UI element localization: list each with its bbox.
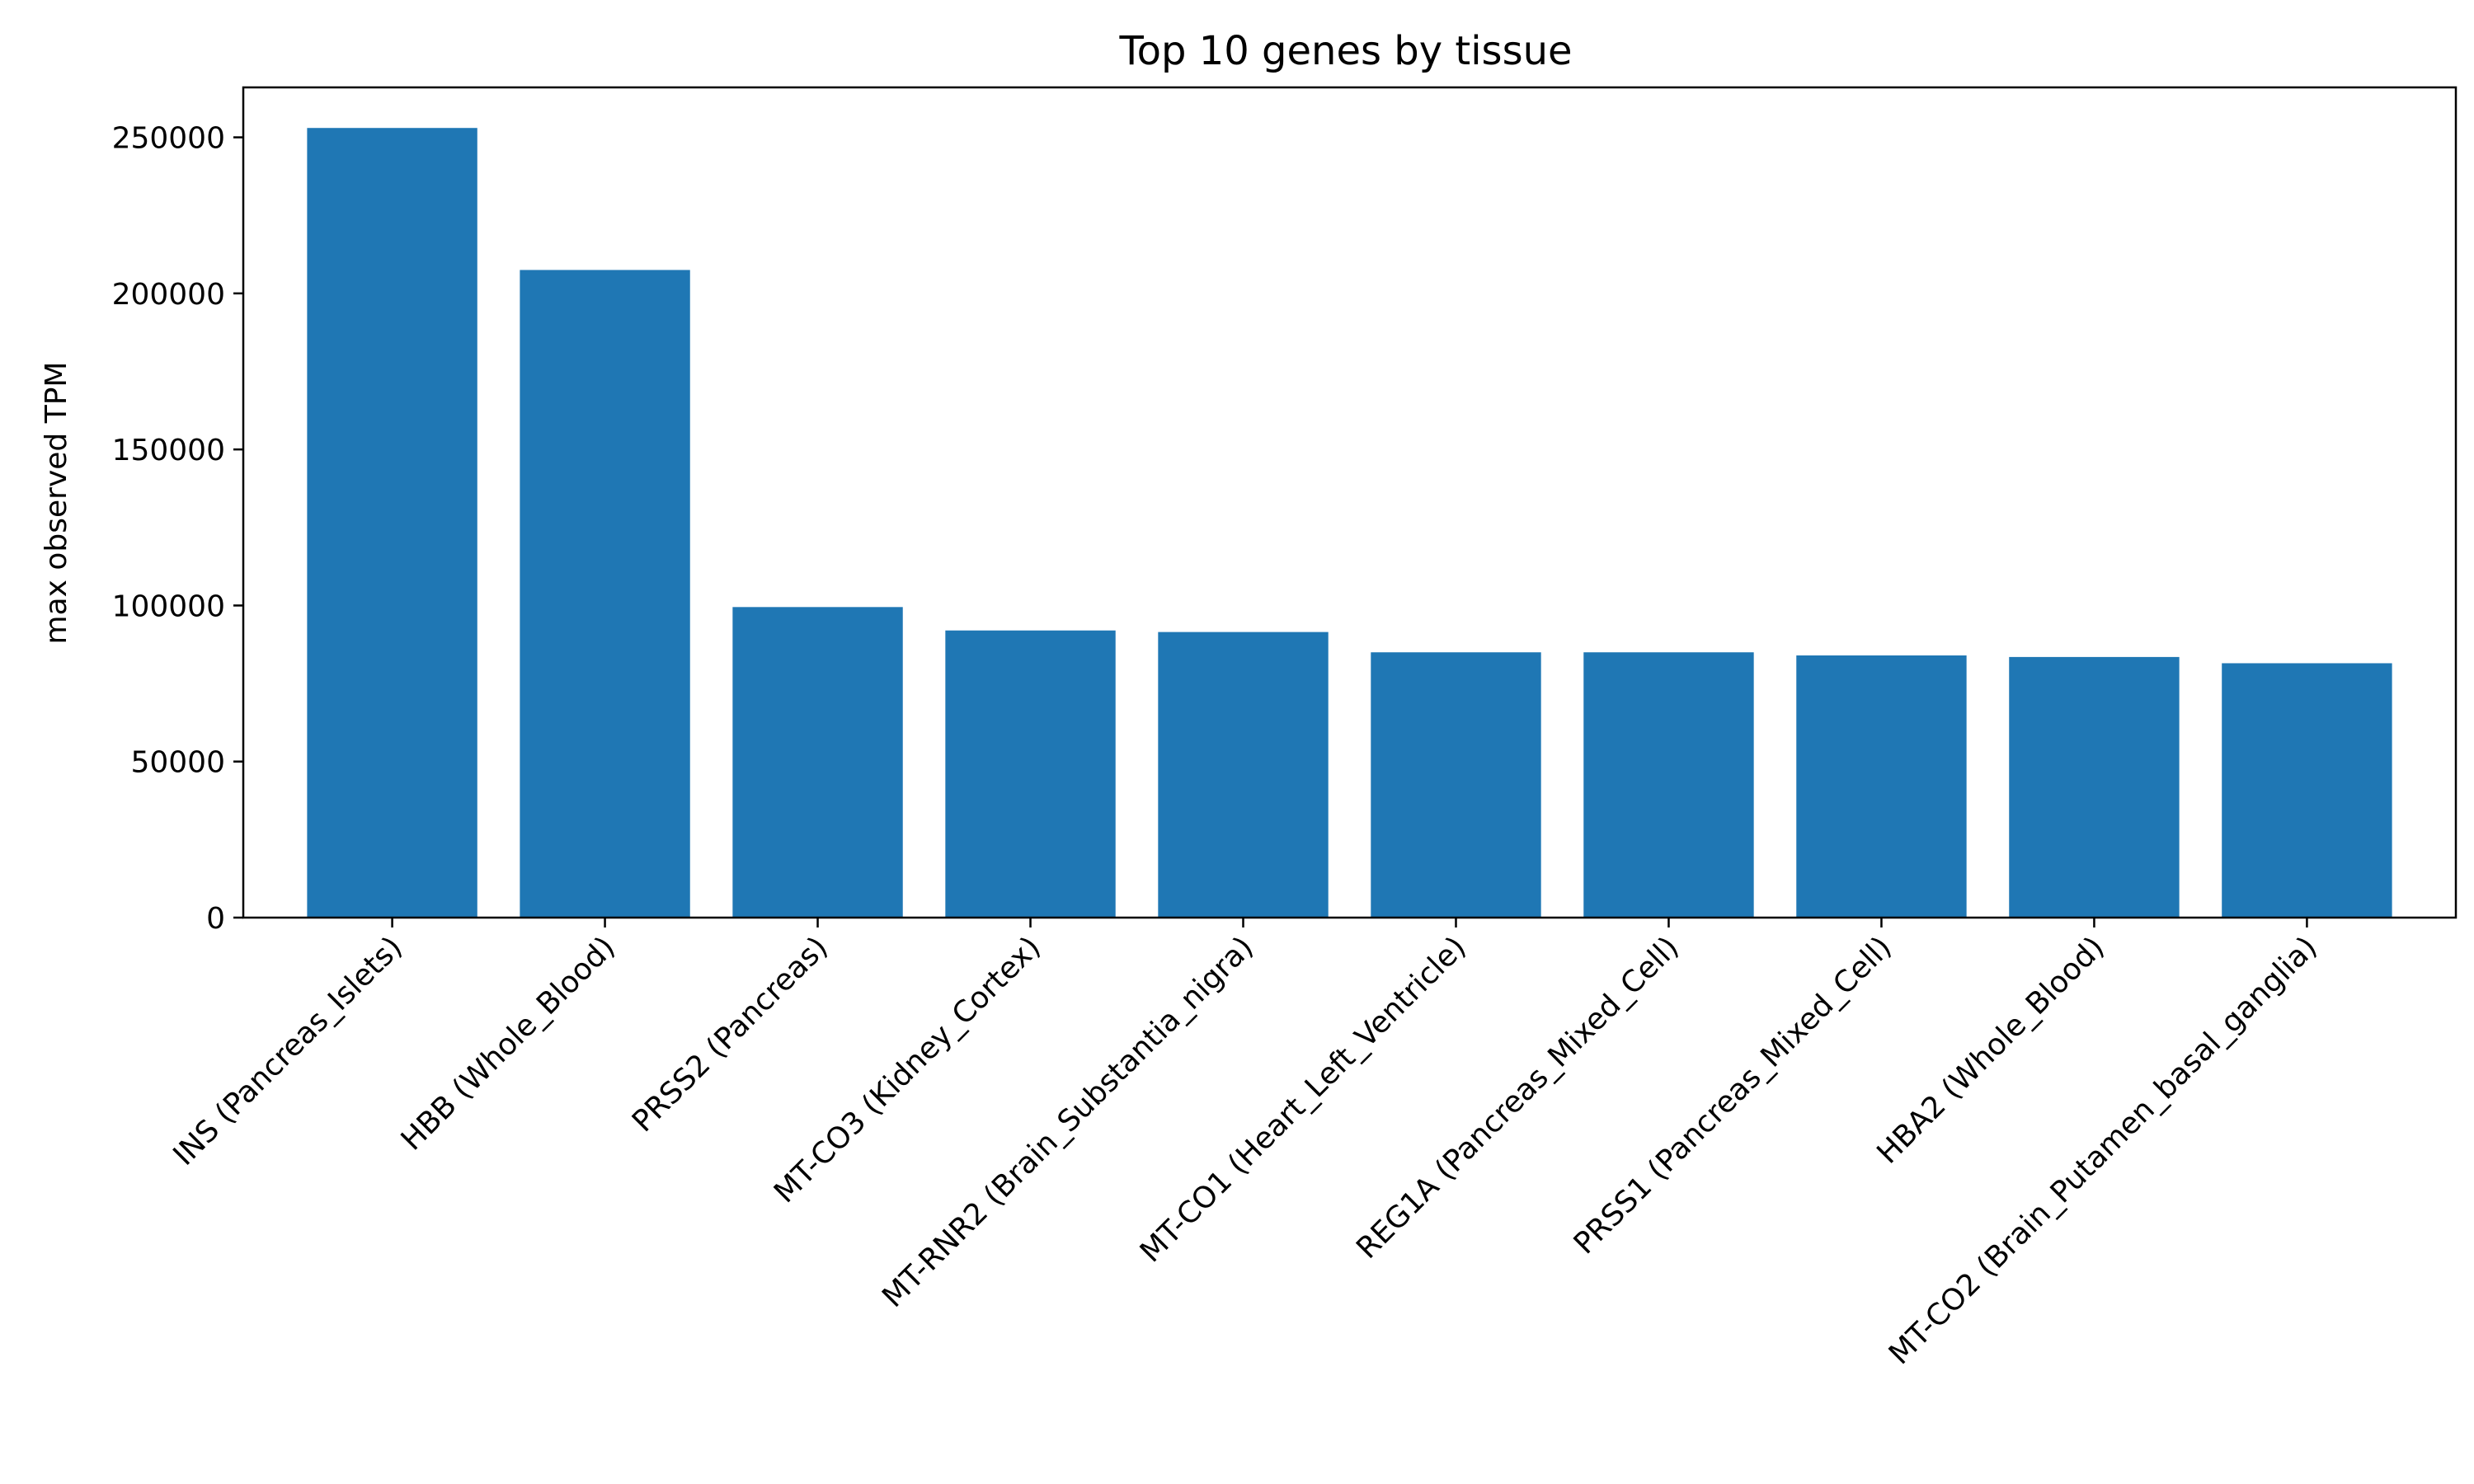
y-axis-ticks: 0 50000 100000 150000 200000 250000	[112, 122, 243, 936]
plot-area-frame	[242, 86, 2458, 919]
bar	[307, 128, 477, 918]
bar	[2222, 663, 2392, 918]
bar	[1796, 655, 1967, 918]
x-tick-label: PRSS2 (Pancreas)	[626, 930, 835, 1139]
y-tick-label: 250000	[112, 122, 225, 156]
bars-group	[307, 128, 2392, 918]
bar	[1371, 652, 1541, 918]
y-tick-label: 200000	[112, 278, 225, 312]
x-tick-label: INS (Pancreas_Islets)	[167, 930, 408, 1172]
bar	[520, 270, 690, 918]
bar	[2009, 656, 2180, 918]
y-tick-label: 100000	[112, 589, 225, 623]
y-tick-label: 150000	[112, 434, 225, 467]
bar	[732, 607, 903, 918]
bar	[1583, 652, 1754, 918]
x-axis-ticks: INS (Pancreas_Islets)HBB (Whole_Blood) PR…	[167, 918, 2324, 1371]
x-tick-label: MT-CO2 (Brain_Putamen_basal_ganglia)	[1883, 930, 2324, 1371]
y-axis-label: max observed TPM	[40, 362, 73, 645]
y-tick-label: 0	[206, 902, 225, 936]
x-tick-label: MT-RNR2 (Brain_Substantia_nigra)	[876, 930, 1260, 1314]
x-tick-label: HBB (Whole_Blood)	[395, 930, 622, 1157]
y-tick-label: 50000	[130, 746, 225, 780]
x-tick-label: HBA2 (Whole_Blood)	[1870, 930, 2110, 1170]
chart-title: Top 10 genes by tissue	[1118, 28, 1572, 74]
bar	[945, 630, 1116, 918]
bar	[1158, 632, 1329, 918]
